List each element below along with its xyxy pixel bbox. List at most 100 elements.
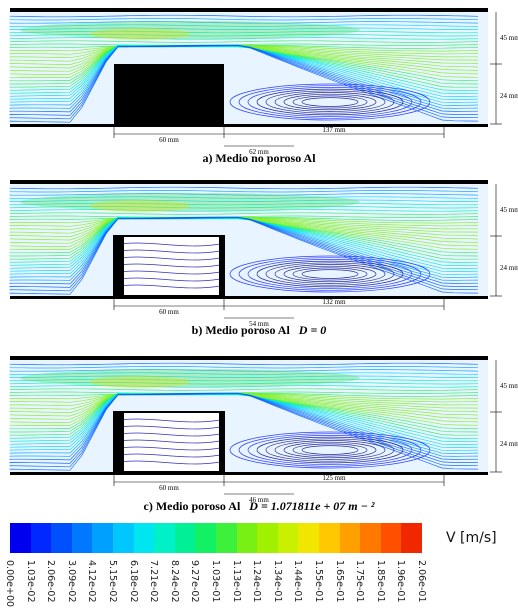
colorbar-segment bbox=[10, 523, 32, 553]
porous-block bbox=[113, 235, 225, 297]
vortex-loop bbox=[265, 262, 395, 286]
porous-streamline bbox=[117, 249, 221, 254]
vortex-loop bbox=[229, 431, 431, 469]
recirculation-vortex bbox=[229, 83, 431, 121]
streamline bbox=[9, 206, 479, 209]
vortex-loop bbox=[283, 265, 377, 283]
streamline bbox=[9, 209, 479, 212]
streamline bbox=[9, 385, 479, 388]
colorbar-segment bbox=[195, 523, 217, 553]
vortex-loop bbox=[265, 90, 395, 114]
colorbar-tick-label: 1.03e-01 bbox=[210, 560, 221, 603]
vortex-loop bbox=[238, 257, 422, 291]
streamline-plot-a: 45 mm 24 mm 60 mm 137 mm 62 mm bbox=[9, 8, 518, 154]
vortex-loop bbox=[283, 93, 377, 111]
flow-panel-a: 45 mm 24 mm 60 mm 137 mm 62 mm a) Medio no p… bbox=[0, 4, 518, 174]
velocity-colorbar bbox=[10, 523, 423, 553]
streamline bbox=[9, 391, 479, 394]
vortex-loop bbox=[247, 87, 413, 117]
colorbar-segment bbox=[298, 523, 320, 553]
vortex-loop bbox=[247, 259, 413, 289]
velocity-peak bbox=[90, 376, 190, 388]
porous-streamline bbox=[117, 453, 221, 458]
vortex-loop bbox=[229, 83, 431, 121]
colorbar-tick-label: 8.24e-02 bbox=[168, 560, 180, 603]
vortex-loop bbox=[265, 438, 395, 462]
streamlines bbox=[9, 14, 479, 123]
streamline-plot-c: 45 mm 24 mm 60 mm 125 mm 46 mm bbox=[9, 356, 518, 502]
streamline bbox=[9, 190, 479, 193]
colorbar-tick-label: 1.75e-01 bbox=[354, 560, 366, 603]
bottom-wall bbox=[10, 124, 488, 127]
porous-outlet-wall bbox=[219, 236, 224, 296]
colorbar-tick-label: 2.06e-02 bbox=[45, 560, 57, 603]
colorbar-tick-label: 1.44e-01 bbox=[292, 560, 304, 603]
streamline bbox=[9, 186, 479, 190]
vortex-loop bbox=[301, 97, 359, 107]
porous-streamline bbox=[117, 432, 221, 437]
streamline bbox=[9, 215, 479, 218]
dimension-annotations: 45 mm 24 mm 60 mm 132 mm 54 mm bbox=[113, 184, 518, 326]
colorbar-segment bbox=[216, 523, 238, 553]
dim-label-reattach-far: 132 mm bbox=[322, 298, 346, 306]
solid-block bbox=[114, 64, 224, 124]
porous-streamline bbox=[117, 277, 221, 282]
porous-streamline bbox=[117, 418, 221, 423]
porous-streamline bbox=[117, 446, 221, 451]
porous-streamline bbox=[117, 242, 221, 247]
streamline bbox=[9, 44, 479, 123]
streamline bbox=[9, 375, 478, 378]
flow-panel-c: 45 mm 24 mm 60 mm 125 mm 46 mm c) Medio poro… bbox=[0, 352, 518, 522]
streamline-plot-b: 45 mm 24 mm 60 mm 132 mm 54 mm bbox=[9, 180, 518, 326]
porous-streamline bbox=[117, 263, 221, 268]
colorbar-segment bbox=[401, 523, 423, 553]
porous-streamline bbox=[117, 270, 221, 275]
streamline bbox=[9, 388, 479, 391]
porous-streamline bbox=[117, 284, 221, 289]
vortex-loop bbox=[229, 255, 431, 293]
porous-inlet-wall bbox=[114, 412, 124, 472]
colorbar-tick-label: 1.03e-02 bbox=[24, 560, 36, 603]
streamline bbox=[9, 369, 479, 372]
colorbar-tick-label: 0.00e+00 bbox=[4, 560, 15, 608]
streamline bbox=[9, 362, 479, 366]
dim-label-reattach-near: 62 mm bbox=[249, 148, 269, 154]
colorbar-tick-label: 1.55e-01 bbox=[313, 560, 324, 603]
colorbar-tick-label: 1.65e-01 bbox=[333, 560, 345, 603]
streamline bbox=[9, 43, 479, 46]
velocity-core bbox=[20, 193, 360, 211]
vortex-loop bbox=[274, 264, 386, 284]
streamline bbox=[9, 378, 479, 382]
vortex-loop bbox=[256, 88, 404, 116]
dimension-annotations: 45 mm 24 mm 60 mm 125 mm 46 mm bbox=[113, 360, 518, 502]
velocity-peak bbox=[90, 200, 190, 212]
vortex-loop bbox=[292, 443, 368, 457]
panel-caption-b: b) Medio poroso Al D = 0 bbox=[191, 323, 327, 337]
panel-caption-a: a) Medio no poroso Al bbox=[202, 151, 316, 165]
porous-inlet-wall bbox=[114, 236, 124, 296]
streamline bbox=[9, 196, 479, 199]
vortex-loop bbox=[292, 267, 368, 281]
colorbar-tick-label: 1.96e-01 bbox=[395, 560, 407, 603]
streamline bbox=[9, 372, 479, 375]
streamline bbox=[9, 216, 479, 295]
vortex-loop bbox=[283, 441, 377, 459]
colorbar-segment bbox=[236, 523, 258, 553]
streamline bbox=[9, 382, 479, 385]
colorbar-tick-label: 1.24e-01 bbox=[251, 560, 263, 603]
streamline bbox=[9, 37, 479, 40]
colorbar-segment bbox=[92, 523, 114, 553]
vortex-loop bbox=[247, 435, 413, 465]
vortex-loop bbox=[256, 260, 404, 288]
vortex-loop bbox=[274, 440, 386, 460]
bottom-wall bbox=[10, 296, 488, 299]
vortex-loop bbox=[301, 445, 359, 455]
vortex-loop bbox=[238, 433, 422, 467]
colorbar-segment bbox=[133, 523, 155, 553]
colorbar-segment bbox=[380, 523, 402, 553]
dim-label-height-top: 45 mm bbox=[500, 34, 518, 42]
recirculation-vortex bbox=[229, 255, 431, 293]
colorbar-tick-label: 3.09e-02 bbox=[65, 560, 77, 603]
streamline bbox=[9, 202, 479, 206]
recirculation-vortex bbox=[229, 431, 431, 469]
